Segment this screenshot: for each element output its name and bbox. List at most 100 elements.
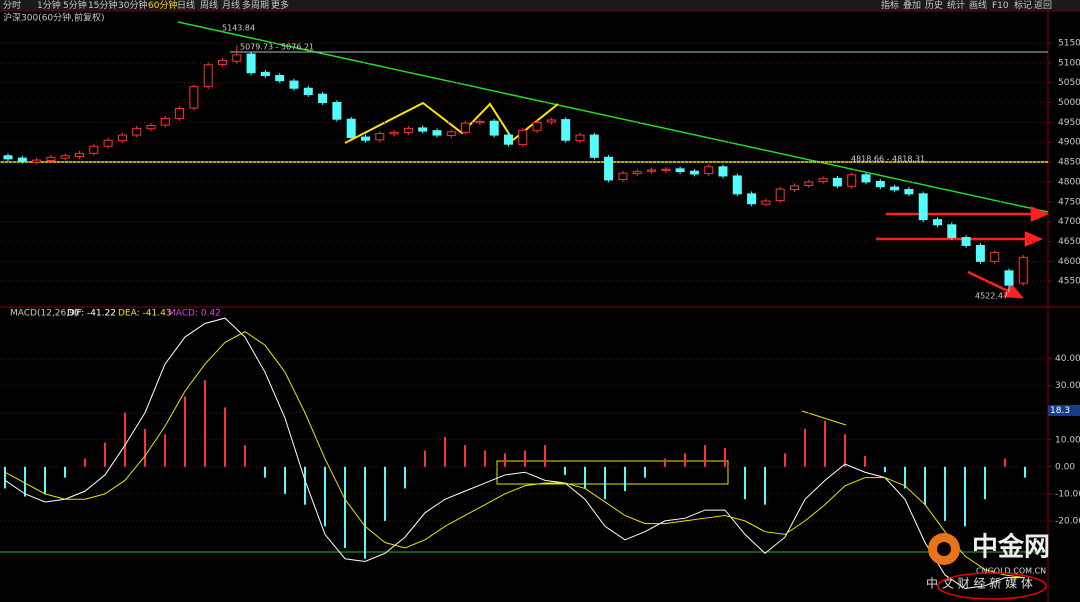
price-annotation: 5143.84 (222, 24, 255, 33)
toolbar-button[interactable]: 更多 (271, 0, 289, 11)
candle-body (818, 178, 828, 183)
candle-body (975, 244, 985, 262)
candle-body (17, 157, 27, 162)
y-tick-label: 5000 (1058, 98, 1080, 108)
price-annotation: 4522.47 (975, 292, 1008, 301)
y-tick-label: 4950 (1058, 118, 1080, 128)
candle-body (189, 86, 199, 109)
candle-body (146, 125, 156, 130)
y-tick-label: 4900 (1058, 138, 1080, 148)
candle-body (747, 193, 757, 205)
y-tick-label: 4600 (1058, 257, 1080, 267)
candle-body (475, 121, 485, 124)
candle-body (504, 134, 513, 145)
candle-body (961, 237, 971, 246)
macd-line (4, 317, 1025, 590)
divergence-arrow (801, 410, 847, 426)
candle-body (589, 134, 599, 158)
candle-body (175, 107, 185, 119)
candle-body (875, 181, 885, 188)
candle-body (361, 136, 370, 141)
toolbar-button[interactable]: 周线 (200, 0, 218, 11)
toolbar-button[interactable]: 30分钟 (118, 0, 147, 11)
y-tick-label: 10.00 (1055, 435, 1080, 445)
toolbar-button[interactable]: 15分钟 (88, 0, 117, 11)
candle-body (632, 171, 642, 175)
candle-body (1018, 256, 1028, 284)
toolbar-button[interactable]: F10 (992, 1, 1009, 11)
watermark-slogan: 中 文 财 经 新 媒 体 (926, 576, 1033, 591)
toolbar-button[interactable]: 叠加 (903, 0, 921, 11)
toolbar-button[interactable]: 历史 (925, 0, 943, 11)
candle-body (75, 152, 84, 158)
toolbar-button[interactable]: 60分钟 (148, 0, 177, 11)
chart-title: 沪深300(60分钟,前复权) (3, 12, 105, 24)
y-tick-label: -20.00 (1055, 516, 1080, 526)
candle-body (804, 181, 814, 186)
candle-body (775, 188, 785, 202)
y-tick-label: 4550 (1058, 277, 1080, 287)
candle-body (275, 75, 285, 82)
price-annotation: 5079.73 - 5076.21 (240, 43, 314, 52)
watermark-url: CNGOLD.COM.CN (976, 567, 1046, 576)
candle-body (847, 174, 857, 187)
candle-body (289, 80, 299, 89)
toolbar-button[interactable]: 分时 (3, 0, 21, 11)
toolbar-button[interactable]: 画线 (969, 0, 987, 11)
toolbar-button[interactable]: 多周期 (242, 0, 269, 11)
toolbar-button[interactable]: 5分钟 (63, 0, 87, 11)
candle-body (418, 127, 428, 132)
candle-body (947, 224, 957, 239)
y-tick-label: 4850 (1058, 158, 1080, 168)
y-tick-label: 5100 (1058, 58, 1080, 68)
toolbar-button[interactable]: 指标 (881, 0, 899, 11)
toolbar-button[interactable]: 日线 (177, 0, 195, 11)
value-tag-text: 18.3 (1050, 406, 1070, 416)
candle-body (890, 186, 900, 191)
watermark-name: 中金网 (972, 532, 1050, 563)
candle-body (132, 127, 142, 136)
candle-body (160, 117, 170, 126)
y-tick-label: 4650 (1058, 237, 1080, 247)
toolbar-button[interactable]: 返回 (1034, 0, 1052, 11)
candle-body (203, 64, 213, 88)
y-tick-label: 4800 (1058, 177, 1080, 187)
toolbar-button[interactable]: 标记 (1014, 0, 1032, 11)
value-tag (1048, 405, 1080, 416)
macd-line (4, 331, 1026, 579)
candle-body (260, 71, 270, 77)
toolbar-button[interactable]: 统计 (947, 0, 965, 11)
circle-mark (937, 572, 1047, 600)
candle-body (918, 193, 928, 221)
candle-body (790, 185, 799, 190)
candle-body (689, 170, 699, 175)
candle-body (32, 159, 42, 163)
y-tick-label: 0.00 (1055, 462, 1075, 472)
candle-body (546, 119, 556, 123)
candle-body (89, 145, 99, 154)
candle-body (532, 121, 542, 132)
candle-body (446, 131, 456, 136)
y-tick-label: -10.00 (1055, 489, 1080, 499)
candle-body (375, 132, 385, 141)
y-tick-label: 4750 (1058, 197, 1080, 207)
candle-body (3, 155, 13, 160)
toolbar-button[interactable]: 1分钟 (37, 0, 61, 11)
logo-inner (937, 542, 951, 556)
candle-body (618, 172, 628, 181)
candle-body (861, 174, 871, 183)
candle-body (389, 131, 399, 135)
candle-body (117, 134, 127, 142)
candle-body (661, 168, 671, 171)
candle-body (103, 139, 113, 147)
red-arrows (876, 206, 1050, 299)
candle-body (46, 156, 56, 161)
candle-body (303, 87, 313, 96)
candle-body (904, 188, 914, 195)
candle-body (1004, 270, 1014, 286)
y-tick-label: 4700 (1058, 217, 1080, 227)
candle-body (60, 155, 70, 159)
toolbar-button[interactable]: 月线 (222, 0, 240, 11)
y-tick-label: 40.00 (1055, 354, 1080, 364)
